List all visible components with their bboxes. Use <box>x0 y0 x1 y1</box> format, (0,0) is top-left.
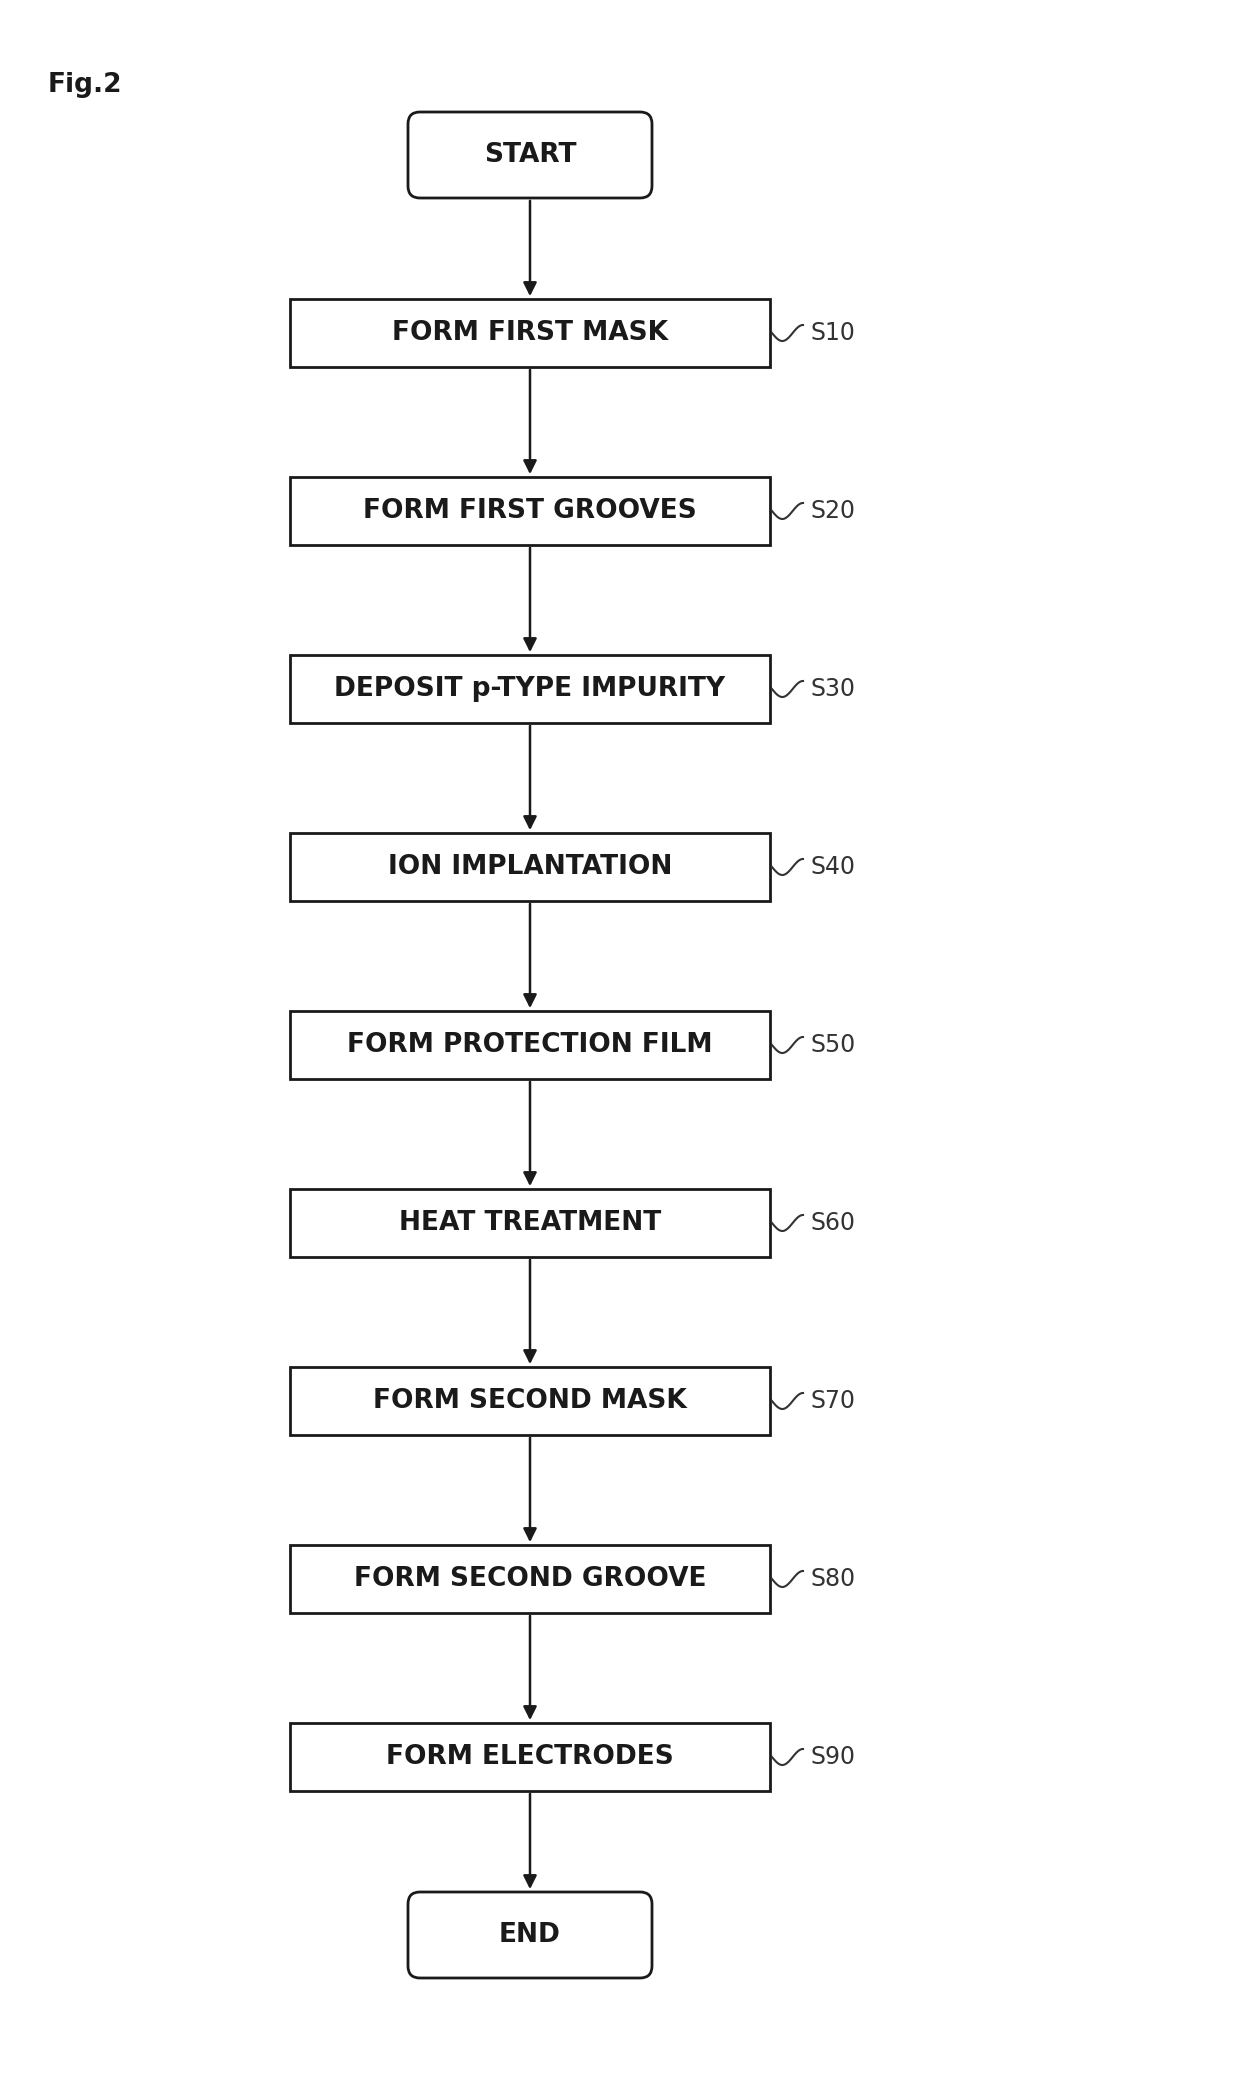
FancyBboxPatch shape <box>408 112 652 197</box>
FancyBboxPatch shape <box>290 1190 770 1256</box>
Text: S90: S90 <box>810 1746 856 1769</box>
Text: S80: S80 <box>810 1567 856 1590</box>
FancyBboxPatch shape <box>290 1011 770 1080</box>
Text: FORM PROTECTION FILM: FORM PROTECTION FILM <box>347 1032 713 1059</box>
Text: S50: S50 <box>810 1034 856 1057</box>
FancyBboxPatch shape <box>290 1723 770 1792</box>
Text: HEAT TREATMENT: HEAT TREATMENT <box>399 1210 661 1235</box>
FancyBboxPatch shape <box>290 477 770 546</box>
FancyBboxPatch shape <box>290 1366 770 1435</box>
Text: S30: S30 <box>810 677 856 702</box>
Text: FORM FIRST MASK: FORM FIRST MASK <box>392 320 668 347</box>
Text: FORM FIRST GROOVES: FORM FIRST GROOVES <box>363 498 697 523</box>
FancyBboxPatch shape <box>290 299 770 367</box>
Text: FORM SECOND MASK: FORM SECOND MASK <box>373 1389 687 1414</box>
FancyBboxPatch shape <box>290 1545 770 1613</box>
FancyBboxPatch shape <box>290 832 770 901</box>
Text: S60: S60 <box>810 1210 856 1235</box>
FancyBboxPatch shape <box>290 656 770 722</box>
Text: Fig.2: Fig.2 <box>48 73 123 98</box>
Text: S20: S20 <box>810 498 856 523</box>
Text: S40: S40 <box>810 855 856 878</box>
Text: START: START <box>484 141 577 168</box>
FancyBboxPatch shape <box>408 1891 652 1978</box>
Text: S70: S70 <box>810 1389 856 1414</box>
Text: ION IMPLANTATION: ION IMPLANTATION <box>388 853 672 880</box>
Text: END: END <box>498 1922 560 1947</box>
Text: DEPOSIT p-TYPE IMPURITY: DEPOSIT p-TYPE IMPURITY <box>335 677 725 702</box>
Text: FORM ELECTRODES: FORM ELECTRODES <box>386 1744 673 1771</box>
Text: FORM SECOND GROOVE: FORM SECOND GROOVE <box>353 1565 707 1592</box>
Text: S10: S10 <box>810 322 854 345</box>
